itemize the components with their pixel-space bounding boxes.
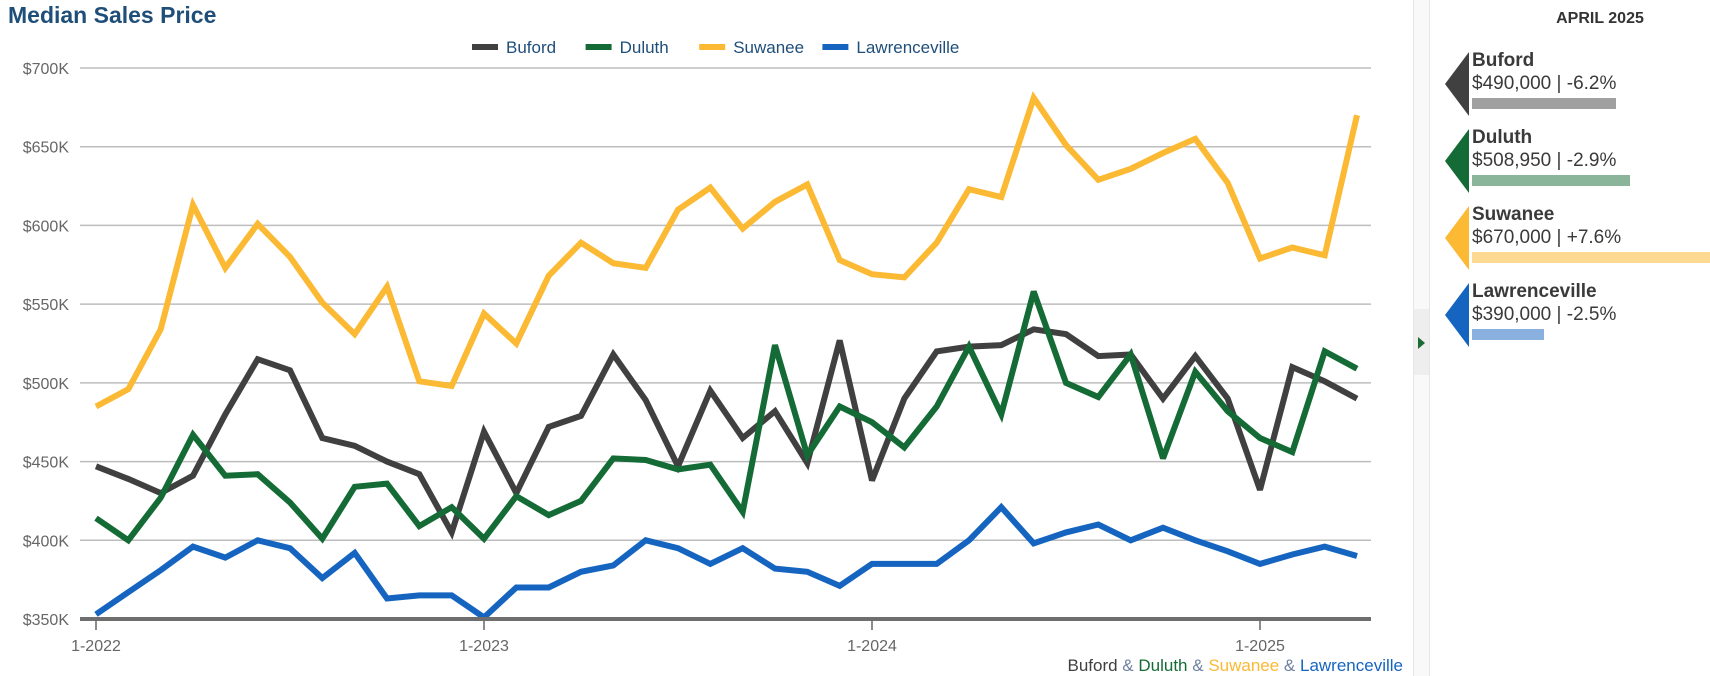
x-tick-label: 1-2025 <box>1235 638 1285 655</box>
line-chart: $350K $400K $450K $500K $550K $600K $650K $700K… <box>23 38 1371 655</box>
entry-name: Lawrenceville <box>1472 281 1597 302</box>
series-line-lawrenceville <box>94 502 1358 622</box>
footer-sep: & <box>1117 656 1139 675</box>
x-tick-label: 1-2022 <box>71 638 121 655</box>
legend-item-suwanee[interactable]: Suwanee <box>699 38 804 57</box>
panel-date: APRIL 2025 <box>1556 10 1644 27</box>
entry-value: $490,000 | -6.2% <box>1472 73 1617 94</box>
series-marker-icon <box>1445 52 1469 116</box>
footer-series-list: Buford & Duluth & Suwanee & Lawrencevill… <box>1067 656 1403 676</box>
legend-item-buford[interactable]: Buford <box>472 38 556 57</box>
footer-lawrenceville: Lawrenceville <box>1300 656 1403 675</box>
entry-value: $390,000 | -2.5% <box>1472 304 1617 325</box>
y-tick-label: $450K <box>23 455 70 472</box>
footer-duluth: Duluth <box>1138 656 1188 675</box>
legend-label: Lawrenceville <box>856 38 959 57</box>
entry-name: Suwanee <box>1472 204 1555 225</box>
summary-entry-lawrenceville[interactable]: Lawrenceville $390,000 | -2.5% <box>1445 281 1710 351</box>
summary-entry-buford[interactable]: Buford $490,000 | -6.2% <box>1445 50 1710 120</box>
y-tick-label: $400K <box>23 533 70 550</box>
y-tick-label: $500K <box>23 376 70 393</box>
y-tick-label: $350K <box>23 612 70 629</box>
y-tick-label: $600K <box>23 218 70 235</box>
y-tick-label: $650K <box>23 140 70 157</box>
y-tick-label: $700K <box>23 61 70 78</box>
legend: Buford Duluth Suwanee Lawrenceville <box>472 38 959 57</box>
series-marker-icon <box>1445 206 1469 270</box>
series-line-buford <box>94 326 1359 540</box>
x-tick-label: 1-2024 <box>847 638 897 655</box>
chart-title: Median Sales Price <box>8 2 217 28</box>
entry-name: Duluth <box>1472 127 1533 148</box>
summary-entry-suwanee[interactable]: Suwanee $670,000 | +7.6% <box>1445 204 1710 274</box>
series-marker-icon <box>1445 129 1469 193</box>
legend-label: Buford <box>506 38 556 57</box>
y-tick-label: $550K <box>23 297 70 314</box>
footer-sep: & <box>1279 656 1300 675</box>
expand-arrow-icon[interactable] <box>1418 337 1425 349</box>
entry-value-bar <box>1472 252 1710 263</box>
panel-toggle-strip[interactable] <box>1413 0 1430 676</box>
legend-item-lawrenceville[interactable]: Lawrenceville <box>822 38 959 57</box>
entry-value: $670,000 | +7.6% <box>1472 227 1622 248</box>
x-tick-label: 1-2023 <box>459 638 509 655</box>
footer-suwanee: Suwanee <box>1208 656 1280 675</box>
footer-buford: Buford <box>1067 656 1118 675</box>
entry-value-bar <box>1472 98 1616 109</box>
entry-value: $508,950 | -2.9% <box>1472 150 1617 171</box>
entry-name: Buford <box>1472 50 1535 71</box>
legend-label: Duluth <box>620 38 669 57</box>
entry-value-bar <box>1472 329 1544 340</box>
series-marker-icon <box>1445 283 1469 347</box>
legend-label: Suwanee <box>733 38 804 57</box>
footer-sep: & <box>1187 656 1209 675</box>
series-line-suwanee <box>94 91 1360 410</box>
legend-item-duluth[interactable]: Duluth <box>585 38 669 57</box>
entry-value-bar <box>1472 175 1630 186</box>
series-line-duluth <box>94 290 1359 545</box>
summary-entry-duluth[interactable]: Duluth $508,950 | -2.9% <box>1445 127 1710 197</box>
